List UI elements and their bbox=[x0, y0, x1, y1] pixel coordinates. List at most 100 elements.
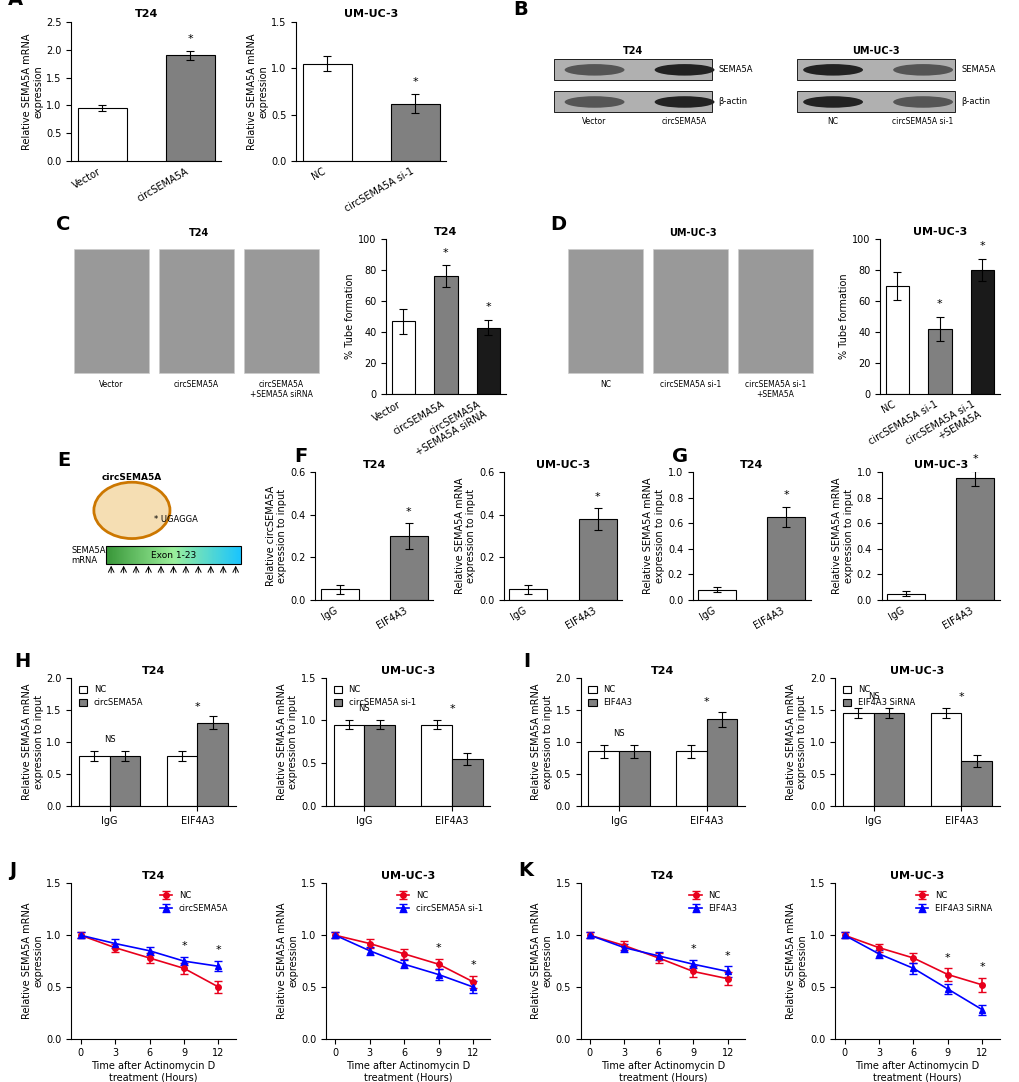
Bar bbox=[476, 328, 499, 394]
Legend: NC, EIF4A3 SiRNA: NC, EIF4A3 SiRNA bbox=[839, 682, 917, 711]
Text: G: G bbox=[671, 447, 687, 465]
Text: *: * bbox=[181, 941, 186, 951]
Text: *: * bbox=[448, 704, 454, 714]
Bar bbox=[698, 590, 736, 601]
Text: E: E bbox=[57, 450, 70, 470]
Text: *: * bbox=[978, 962, 984, 972]
Y-axis label: % Tube formation: % Tube formation bbox=[344, 274, 355, 359]
Text: *: * bbox=[594, 492, 600, 502]
Text: B: B bbox=[513, 0, 528, 18]
Y-axis label: Relative SEMA5A mRNA
expression: Relative SEMA5A mRNA expression bbox=[531, 902, 552, 1019]
Bar bbox=[159, 249, 233, 372]
Title: T24: T24 bbox=[740, 460, 763, 470]
Bar bbox=[737, 249, 812, 372]
Title: T24: T24 bbox=[434, 227, 458, 237]
Bar bbox=[421, 725, 451, 806]
Text: D: D bbox=[549, 214, 566, 234]
Text: T24: T24 bbox=[622, 47, 642, 56]
Text: *: * bbox=[187, 34, 193, 43]
Text: SEMA5A: SEMA5A bbox=[717, 65, 752, 75]
Bar bbox=[320, 590, 359, 601]
Y-axis label: Relative SEMA5A mRNA
expression to input: Relative SEMA5A mRNA expression to input bbox=[832, 478, 853, 594]
Title: T24: T24 bbox=[650, 871, 674, 882]
Text: circSEMA5A si-1: circSEMA5A si-1 bbox=[659, 380, 720, 388]
Bar bbox=[198, 723, 228, 806]
Legend: NC, EIF4A3: NC, EIF4A3 bbox=[686, 887, 740, 916]
Text: circSEMA5A: circSEMA5A bbox=[102, 473, 162, 483]
Y-axis label: % Tube formation: % Tube formation bbox=[839, 274, 849, 359]
Text: NS: NS bbox=[612, 729, 624, 738]
Text: circSEMA5A si-1: circSEMA5A si-1 bbox=[892, 117, 953, 126]
Text: Vector: Vector bbox=[99, 380, 123, 388]
Legend: NC, circSEMA5A: NC, circSEMA5A bbox=[156, 887, 231, 916]
Title: UM-UC-3: UM-UC-3 bbox=[535, 460, 590, 470]
Text: *: * bbox=[485, 302, 491, 312]
Text: T24: T24 bbox=[189, 228, 209, 238]
Bar bbox=[106, 546, 240, 564]
Title: UM-UC-3: UM-UC-3 bbox=[381, 871, 435, 882]
Bar bbox=[970, 270, 994, 394]
Bar bbox=[434, 276, 458, 394]
Text: H: H bbox=[14, 652, 31, 672]
Bar bbox=[109, 756, 141, 806]
Text: *: * bbox=[958, 692, 963, 702]
Bar bbox=[391, 104, 439, 161]
Text: UM-UC-3: UM-UC-3 bbox=[668, 228, 716, 238]
Y-axis label: Relative SEMA5A mRNA
expression: Relative SEMA5A mRNA expression bbox=[21, 902, 44, 1019]
Y-axis label: Relative SEMA5A mRNA
expression to input: Relative SEMA5A mRNA expression to input bbox=[454, 478, 476, 594]
Text: F: F bbox=[293, 447, 307, 465]
Text: NC: NC bbox=[599, 380, 610, 388]
Bar bbox=[553, 92, 711, 113]
Legend: NC, circSEMA5A: NC, circSEMA5A bbox=[75, 682, 147, 711]
Text: circSEMA5A
+SEMA5A siRNA: circSEMA5A +SEMA5A siRNA bbox=[250, 380, 313, 399]
Text: K: K bbox=[518, 860, 533, 880]
Title: UM-UC-3: UM-UC-3 bbox=[344, 10, 398, 19]
Ellipse shape bbox=[565, 96, 624, 108]
Text: *: * bbox=[978, 241, 984, 251]
Y-axis label: Relative SEMA5A mRNA
expression: Relative SEMA5A mRNA expression bbox=[785, 902, 807, 1019]
Bar bbox=[766, 517, 805, 601]
Bar bbox=[364, 725, 394, 806]
Bar bbox=[553, 60, 711, 80]
Bar bbox=[927, 329, 951, 394]
Title: UM-UC-3: UM-UC-3 bbox=[890, 665, 944, 675]
Title: T24: T24 bbox=[650, 665, 674, 675]
Text: *: * bbox=[435, 944, 441, 953]
Bar bbox=[389, 536, 427, 601]
Y-axis label: Relative SEMA5A mRNA
expression to input: Relative SEMA5A mRNA expression to input bbox=[643, 478, 664, 594]
Text: C: C bbox=[56, 214, 70, 234]
Bar bbox=[73, 249, 149, 372]
Text: I: I bbox=[523, 652, 530, 672]
Bar bbox=[619, 751, 649, 806]
Bar bbox=[451, 758, 482, 806]
Text: NC: NC bbox=[826, 117, 838, 126]
Y-axis label: Relative SEMA5A mRNA
expression to input: Relative SEMA5A mRNA expression to input bbox=[276, 684, 298, 800]
Text: *: * bbox=[936, 299, 942, 308]
Text: * UGAGGA: * UGAGGA bbox=[154, 515, 198, 524]
Bar bbox=[568, 249, 642, 372]
Text: *: * bbox=[703, 697, 709, 708]
X-axis label: Time after Actinomycin D
treatment (Hours): Time after Actinomycin D treatment (Hour… bbox=[855, 1061, 978, 1082]
Text: *: * bbox=[945, 952, 950, 963]
Title: UM-UC-3: UM-UC-3 bbox=[890, 871, 944, 882]
Ellipse shape bbox=[565, 64, 624, 76]
X-axis label: Time after Actinomycin D
treatment (Hours): Time after Actinomycin D treatment (Hour… bbox=[600, 1061, 725, 1082]
Bar bbox=[706, 720, 737, 806]
Bar bbox=[842, 713, 872, 806]
Legend: NC, EIF4A3: NC, EIF4A3 bbox=[584, 682, 635, 711]
Text: β-actin: β-actin bbox=[960, 97, 989, 106]
Title: T24: T24 bbox=[362, 460, 385, 470]
Ellipse shape bbox=[893, 96, 952, 108]
Text: *: * bbox=[195, 702, 200, 712]
Bar bbox=[166, 756, 198, 806]
Bar bbox=[884, 286, 908, 394]
Bar bbox=[929, 713, 961, 806]
Text: *: * bbox=[215, 946, 221, 955]
Text: *: * bbox=[971, 454, 977, 464]
Title: T24: T24 bbox=[142, 871, 165, 882]
Y-axis label: Relative SEMA5A mRNA
expression: Relative SEMA5A mRNA expression bbox=[247, 34, 268, 149]
Bar bbox=[588, 751, 619, 806]
Title: T24: T24 bbox=[142, 665, 165, 675]
Circle shape bbox=[94, 483, 170, 539]
X-axis label: Time after Actinomycin D
treatment (Hours): Time after Actinomycin D treatment (Hour… bbox=[92, 1061, 215, 1082]
